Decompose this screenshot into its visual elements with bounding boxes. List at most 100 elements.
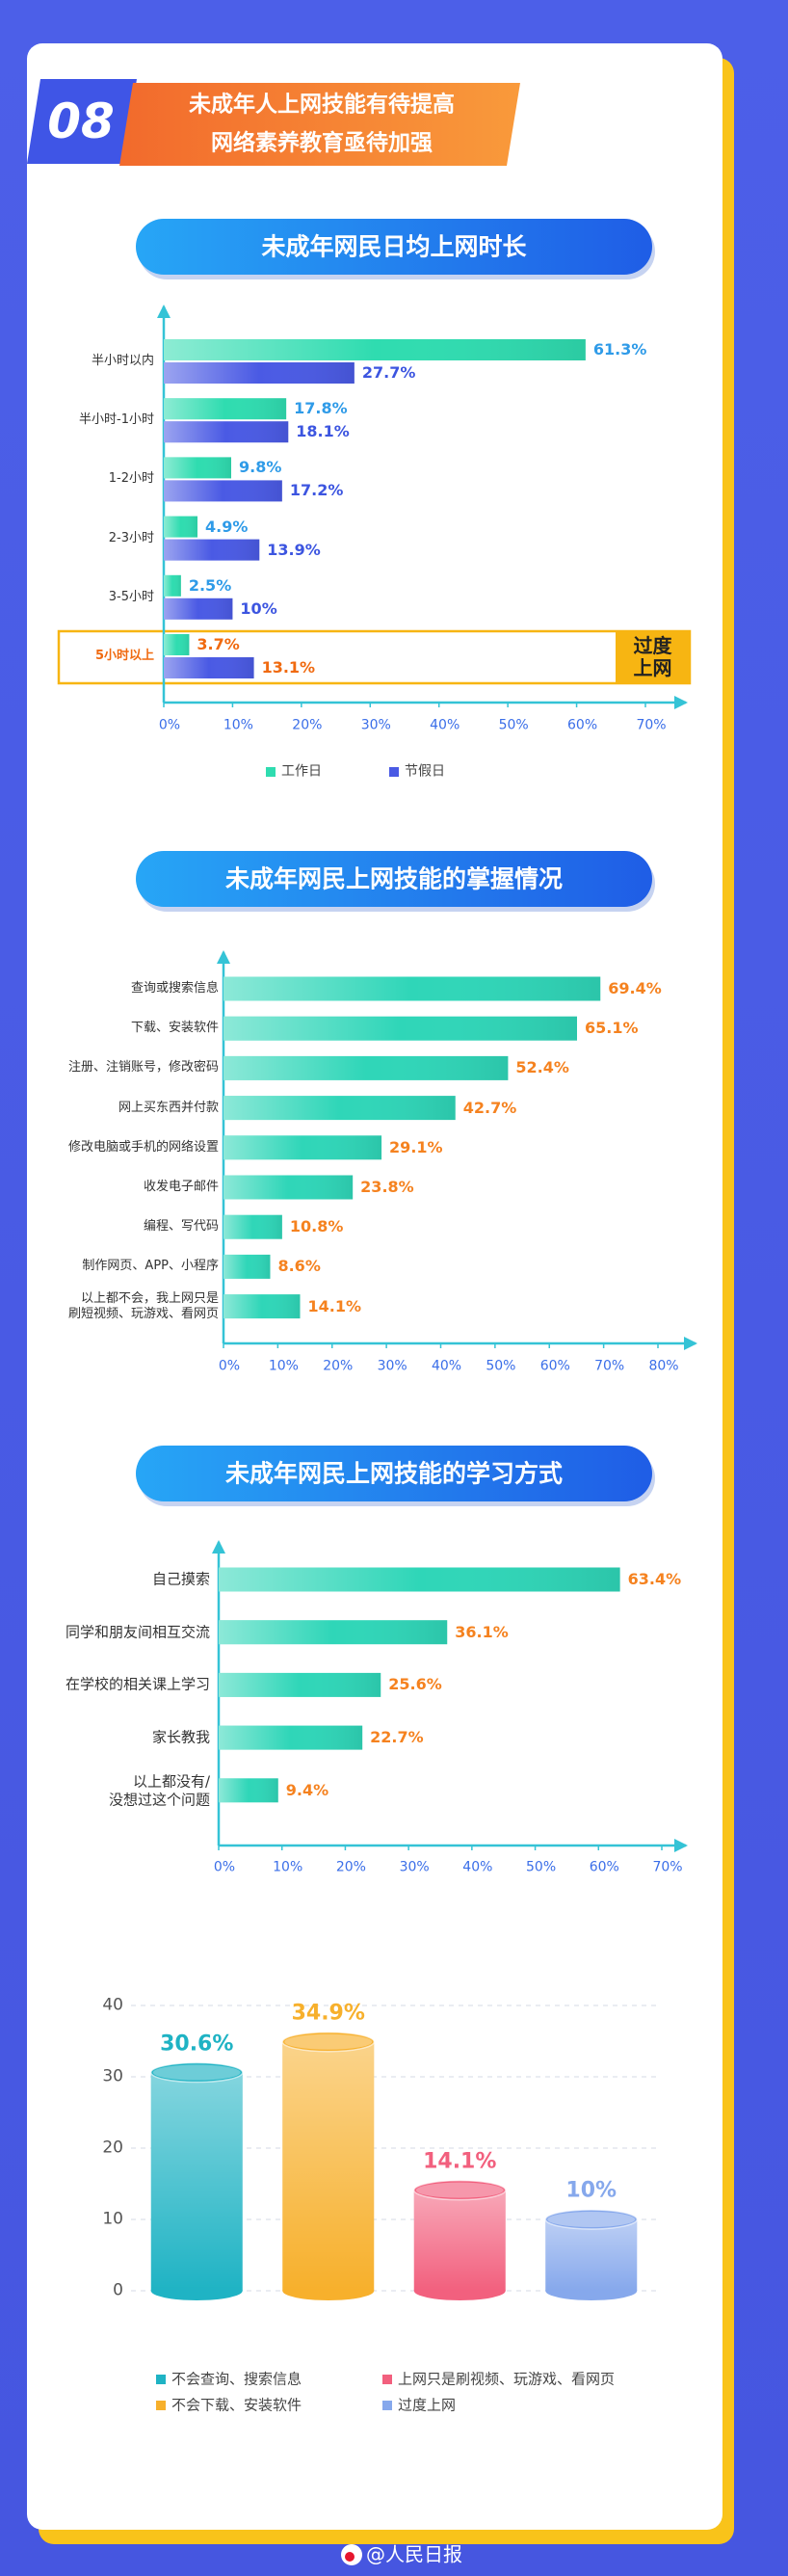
x-tick-label: 40% — [431, 1358, 462, 1374]
cylinder-top-light — [547, 2212, 636, 2227]
bar-shine — [164, 480, 282, 502]
cylinder-top-light — [284, 2033, 373, 2050]
legend-label: 上网只是刷视频、玩游戏、看网页 — [398, 2370, 616, 2388]
value-label: 2.5% — [188, 575, 232, 595]
section-title: 网络素养教育亟待加强 — [211, 130, 433, 156]
bar-shine — [164, 539, 260, 561]
value-label: 8.6% — [277, 1257, 321, 1276]
value-label: 10% — [240, 598, 277, 618]
legend-swatch — [382, 2401, 392, 2410]
category-label: 查询或搜索信息 — [130, 980, 219, 996]
category-label: 2-3小时 — [108, 530, 154, 545]
x-tick-label: 60% — [567, 717, 598, 733]
bar-shine — [219, 1620, 448, 1645]
category-label: 半小时-1小时 — [79, 412, 154, 428]
cylinder-shine — [545, 2219, 638, 2291]
cylinder-top — [150, 2061, 244, 2084]
bar-shine — [223, 1135, 382, 1160]
x-tick-label: 60% — [539, 1358, 570, 1374]
value-label: 18.1% — [296, 422, 350, 441]
number-badge — [27, 79, 137, 164]
x-axis-arrow — [684, 1337, 697, 1350]
category-label: 制作网页、APP、小程序 — [82, 1259, 219, 1274]
legend-swatch — [266, 767, 276, 777]
cylinder-top — [413, 2179, 507, 2201]
x-tick-label: 70% — [636, 717, 667, 733]
category-label: 3-5小时 — [108, 589, 154, 604]
x-tick-label: 60% — [589, 1859, 619, 1875]
value-label: 30.6% — [160, 2031, 234, 2056]
bar-shine — [223, 1096, 456, 1121]
value-label: 4.9% — [205, 517, 249, 536]
value-label: 14.1% — [307, 1296, 361, 1315]
bar-shine — [164, 457, 231, 479]
bar-shine — [223, 1294, 301, 1319]
legend-label: 过度上网 — [398, 2396, 457, 2414]
cylinder-top — [281, 2031, 375, 2053]
bar-shine — [223, 1214, 282, 1239]
category-label: 以上都不会，我上网只是 刷短视频、玩游戏、看网页 — [67, 1290, 219, 1321]
x-tick-label: 80% — [648, 1358, 679, 1374]
bar-shine — [223, 1055, 509, 1080]
value-label: 17.2% — [289, 481, 344, 500]
cylinder-shine — [413, 2190, 506, 2291]
bar-shine — [219, 1778, 278, 1803]
chart-title: 未成年网民上网技能的学习方式 — [224, 1459, 564, 1488]
x-tick-label: 30% — [399, 1859, 430, 1875]
category-label: 下载、安装软件 — [130, 1021, 219, 1036]
x-tick-label: 10% — [273, 1859, 303, 1875]
value-label: 29.1% — [389, 1137, 443, 1156]
value-label: 14.1% — [423, 2148, 497, 2173]
value-label: 25.6% — [388, 1675, 442, 1694]
bar-shine — [223, 1016, 578, 1041]
bar-shine — [164, 516, 197, 538]
weibo-icon-dot — [345, 2552, 355, 2562]
category-label: 收发电子邮件 — [143, 1179, 219, 1194]
value-label: 9.8% — [239, 458, 282, 477]
value-label: 61.3% — [592, 340, 647, 359]
bar-shine — [164, 657, 254, 678]
y-axis-arrow — [157, 305, 171, 318]
value-label: 36.1% — [455, 1622, 509, 1641]
x-tick-label: 10% — [268, 1358, 299, 1374]
category-label: 自己摸索 — [151, 1570, 210, 1588]
category-label: 修改电脑或手机的网络设置 — [67, 1139, 219, 1155]
x-tick-label: 50% — [498, 717, 529, 733]
category-label: 网上买东西并付款 — [118, 1100, 219, 1115]
category-label: 5小时以上 — [94, 648, 154, 663]
highlight-annotation: 过度上网 — [616, 631, 690, 683]
bar-shine — [164, 339, 586, 360]
highlight-box — [57, 629, 692, 685]
value-label: 63.4% — [627, 1570, 682, 1588]
y-tick-label: 20 — [102, 2138, 123, 2158]
category-label: 注册、注销账号，修改密码 — [67, 1060, 219, 1076]
cylinder-shine — [282, 2041, 375, 2291]
category-label: 以上都没有/ 没想过这个问题 — [108, 1772, 210, 1808]
bar-shine — [219, 1567, 620, 1592]
bar-shine — [164, 598, 233, 620]
value-label: 52.4% — [515, 1058, 569, 1077]
legend-label: 不会下载、安装软件 — [171, 2396, 302, 2414]
category-label: 家长教我 — [151, 1728, 210, 1746]
x-tick-label: 50% — [486, 1358, 516, 1374]
value-label: 42.7% — [462, 1098, 517, 1117]
cylinder-top-light — [152, 2064, 241, 2081]
value-label: 27.7% — [361, 363, 416, 382]
category-label: 同学和朋友间相互交流 — [65, 1623, 210, 1641]
x-tick-label: 10% — [223, 717, 253, 733]
x-tick-label: 50% — [526, 1859, 557, 1875]
title-banner — [119, 83, 520, 166]
bar-shine — [164, 362, 355, 384]
value-label: 34.9% — [291, 2000, 365, 2025]
x-tick-label: 40% — [430, 717, 460, 733]
value-label: 13.1% — [261, 658, 316, 677]
x-tick-label: 0% — [158, 717, 181, 733]
value-label: 69.4% — [608, 979, 662, 997]
x-tick-label: 30% — [377, 1358, 407, 1374]
bar-shine — [164, 634, 190, 655]
y-tick-label: 10 — [102, 2209, 123, 2229]
legend-swatch — [389, 767, 399, 777]
x-tick-label: 20% — [292, 717, 323, 733]
